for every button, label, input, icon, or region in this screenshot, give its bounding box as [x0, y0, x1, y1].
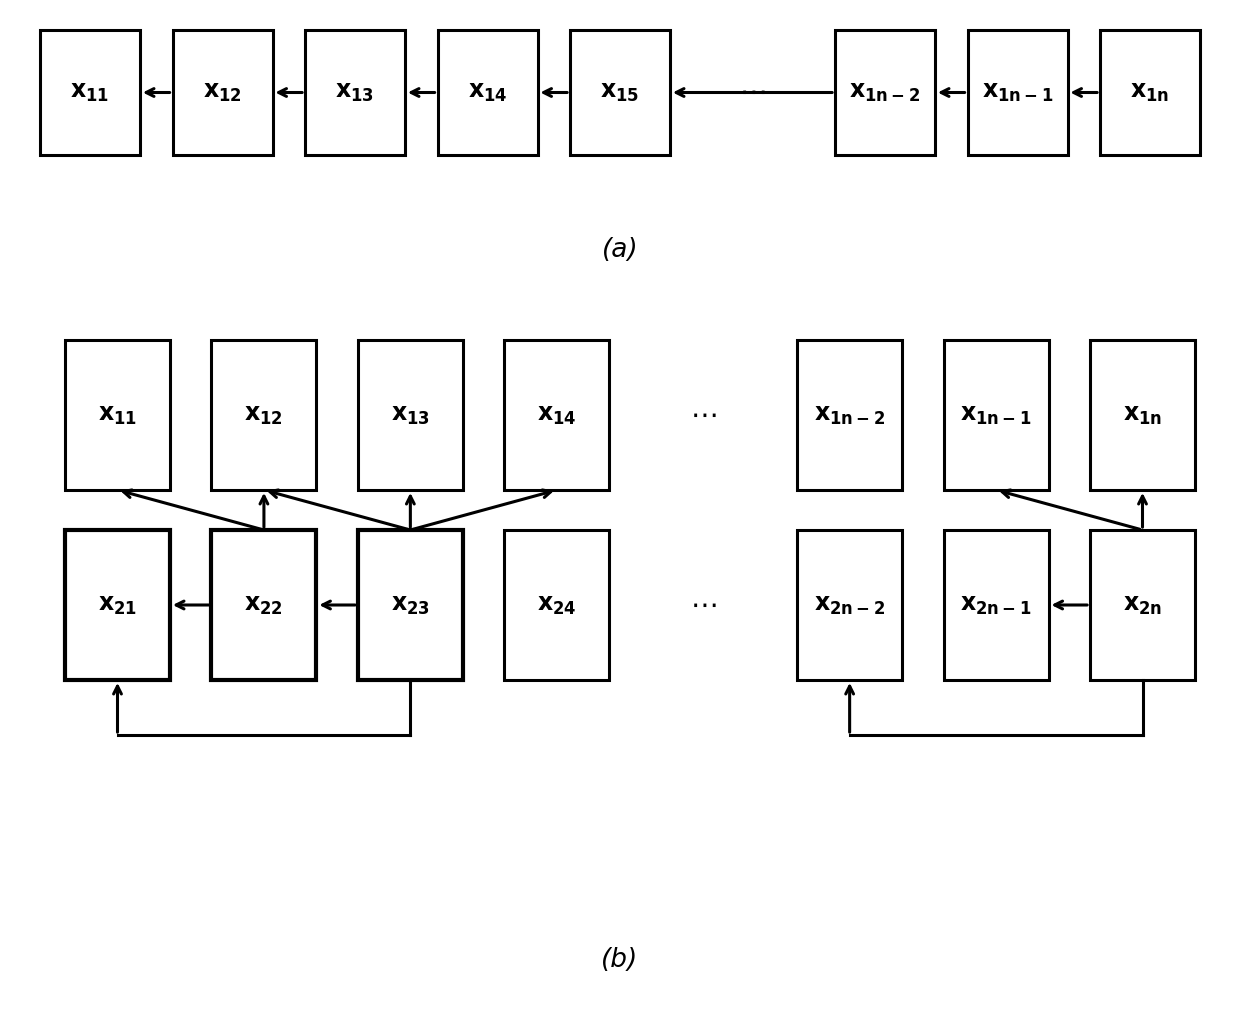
Text: $\mathbf{x_{2n}}$: $\mathbf{x_{2n}}$: [1122, 594, 1162, 617]
Text: $\mathbf{x_{1n}}$: $\mathbf{x_{1n}}$: [1122, 403, 1162, 426]
Bar: [505, 530, 609, 680]
Bar: [305, 30, 405, 155]
Bar: [835, 30, 935, 155]
Bar: [944, 530, 1049, 680]
Bar: [212, 530, 316, 680]
Text: $\mathbf{x_{2n-1}}$: $\mathbf{x_{2n-1}}$: [961, 594, 1032, 617]
Text: $\mathbf{x_{11}}$: $\mathbf{x_{11}}$: [71, 81, 109, 104]
Bar: [570, 30, 670, 155]
Bar: [358, 340, 463, 490]
Text: $\mathbf{x_{14}}$: $\mathbf{x_{14}}$: [467, 81, 507, 104]
Text: $\mathbf{x_{2n-2}}$: $\mathbf{x_{2n-2}}$: [815, 594, 885, 617]
Text: $\mathbf{x_{1n-2}}$: $\mathbf{x_{1n-2}}$: [815, 403, 885, 426]
Bar: [944, 340, 1049, 490]
Text: $\mathbf{x_{1n}}$: $\mathbf{x_{1n}}$: [1131, 81, 1169, 104]
Bar: [505, 340, 609, 490]
Text: $\mathbf{x_{12}}$: $\mathbf{x_{12}}$: [203, 81, 242, 104]
Bar: [1090, 340, 1195, 490]
Text: $\mathbf{x_{11}}$: $\mathbf{x_{11}}$: [98, 403, 138, 426]
Bar: [797, 530, 903, 680]
Bar: [1090, 530, 1195, 680]
Text: $\mathbf{x_{24}}$: $\mathbf{x_{24}}$: [537, 594, 577, 617]
Text: $\mathbf{x_{14}}$: $\mathbf{x_{14}}$: [537, 403, 577, 426]
Text: (b): (b): [601, 947, 639, 973]
Bar: [797, 340, 903, 490]
Text: $\mathbf{x_{13}}$: $\mathbf{x_{13}}$: [336, 81, 374, 104]
Text: $\mathbf{x_{15}}$: $\mathbf{x_{15}}$: [600, 81, 640, 104]
Text: $\cdots$: $\cdots$: [739, 79, 766, 106]
Text: $\mathbf{x_{12}}$: $\mathbf{x_{12}}$: [244, 403, 284, 426]
Bar: [172, 30, 273, 155]
Text: $\mathbf{x_{13}}$: $\mathbf{x_{13}}$: [391, 403, 430, 426]
Bar: [64, 340, 170, 490]
Text: $\cdots$: $\cdots$: [689, 592, 717, 619]
Text: $\cdots$: $\cdots$: [689, 401, 717, 428]
Text: $\mathbf{x_{1n-1}}$: $\mathbf{x_{1n-1}}$: [982, 81, 1053, 104]
Text: $\mathbf{x_{23}}$: $\mathbf{x_{23}}$: [391, 594, 430, 617]
Bar: [358, 530, 463, 680]
Text: $\mathbf{x_{1n-1}}$: $\mathbf{x_{1n-1}}$: [961, 403, 1032, 426]
Bar: [1100, 30, 1200, 155]
Bar: [212, 340, 316, 490]
Bar: [40, 30, 140, 155]
Bar: [64, 530, 170, 680]
Text: (a): (a): [601, 237, 639, 263]
Text: $\mathbf{x_{22}}$: $\mathbf{x_{22}}$: [244, 594, 284, 617]
Bar: [438, 30, 537, 155]
Text: $\mathbf{x_{1n-2}}$: $\mathbf{x_{1n-2}}$: [849, 81, 920, 104]
Text: $\mathbf{x_{21}}$: $\mathbf{x_{21}}$: [98, 594, 138, 617]
Bar: [967, 30, 1068, 155]
